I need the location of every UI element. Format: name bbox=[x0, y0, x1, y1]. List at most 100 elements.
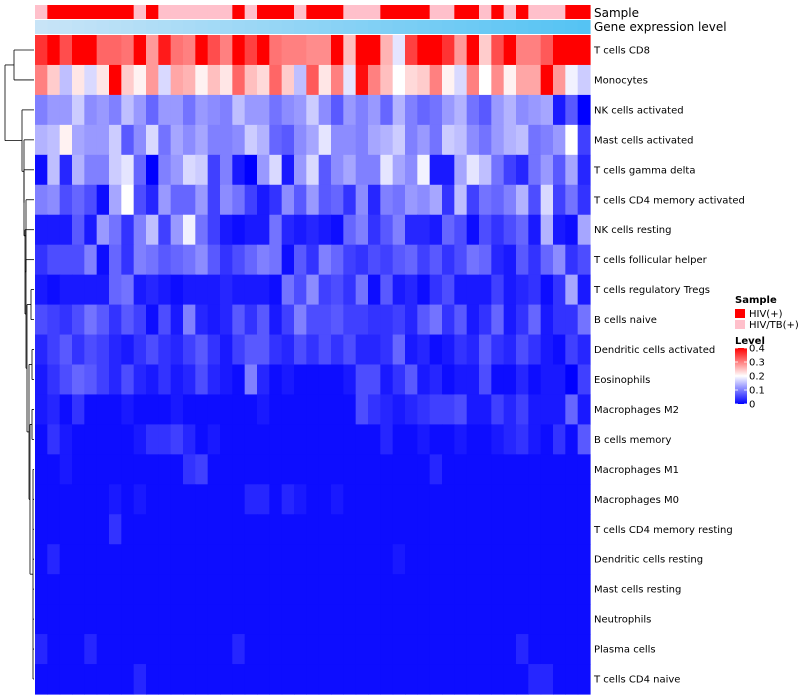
heatmap-cell bbox=[528, 574, 542, 605]
expression-track-cell bbox=[281, 20, 295, 34]
heatmap-cell bbox=[220, 664, 233, 695]
heatmap-cell bbox=[47, 664, 61, 695]
heatmap-cell bbox=[207, 364, 221, 396]
heatmap-cell bbox=[170, 364, 184, 396]
heatmap-cell bbox=[491, 544, 505, 575]
heatmap-cell bbox=[244, 634, 258, 665]
level-tick-label: 0.1 bbox=[749, 386, 765, 397]
heatmap-cell bbox=[454, 364, 468, 396]
heatmap-cell bbox=[59, 94, 73, 126]
heatmap-cell bbox=[503, 154, 517, 186]
heatmap-cell bbox=[158, 64, 172, 96]
heatmap-cell bbox=[269, 154, 283, 186]
heatmap-cell bbox=[269, 94, 283, 126]
heatmap-cell bbox=[405, 424, 418, 455]
heatmap-cell bbox=[577, 364, 591, 396]
heatmap-cell bbox=[429, 274, 443, 306]
heatmap-cell bbox=[195, 154, 209, 186]
heatmap-cell bbox=[503, 514, 517, 545]
heatmap-cell bbox=[146, 634, 159, 665]
heatmap-cell bbox=[405, 574, 418, 605]
heatmap-cell bbox=[121, 454, 135, 485]
heatmap-cell bbox=[417, 334, 431, 366]
heatmap-cell bbox=[429, 664, 443, 695]
heatmap-cell bbox=[442, 514, 455, 545]
heatmap-cell bbox=[257, 574, 270, 605]
heatmap-cell bbox=[331, 514, 344, 545]
heatmap-cell bbox=[331, 64, 344, 96]
heatmap-cell bbox=[405, 64, 418, 96]
heatmap-cell bbox=[244, 154, 258, 186]
heatmap-cell bbox=[84, 64, 98, 96]
heatmap-cell bbox=[516, 244, 529, 276]
level-tick-label: 0.2 bbox=[749, 372, 765, 383]
heatmap-cell bbox=[417, 484, 431, 515]
heatmap-cell bbox=[565, 64, 579, 96]
heatmap-cell bbox=[565, 514, 579, 545]
sample-track-cell bbox=[528, 5, 542, 19]
heatmap-cell bbox=[442, 424, 455, 455]
heatmap-cell bbox=[269, 334, 283, 366]
heatmap-cell bbox=[306, 604, 320, 635]
heatmap-cell bbox=[479, 574, 492, 605]
heatmap-cell bbox=[553, 604, 566, 635]
heatmap-cell bbox=[35, 424, 48, 455]
heatmap-cell bbox=[84, 574, 98, 605]
heatmap-cell bbox=[540, 274, 554, 306]
heatmap-cell bbox=[503, 664, 517, 695]
heatmap-cell bbox=[183, 664, 196, 695]
heatmap-cell bbox=[405, 394, 418, 425]
heatmap-cell bbox=[220, 184, 233, 216]
heatmap-cell bbox=[59, 214, 73, 246]
heatmap-cell bbox=[540, 64, 554, 96]
heatmap-cell bbox=[306, 244, 320, 276]
heatmap-cell bbox=[35, 244, 48, 276]
heatmap-cell bbox=[96, 484, 110, 515]
heatmap-cell bbox=[318, 184, 332, 216]
heatmap-cell bbox=[368, 574, 381, 605]
heatmap-cell bbox=[540, 94, 554, 126]
heatmap-cell bbox=[417, 94, 431, 126]
heatmap-cell bbox=[454, 334, 468, 366]
heatmap-cell bbox=[121, 334, 135, 366]
heatmap-cell bbox=[269, 604, 283, 635]
heatmap-cell bbox=[257, 154, 270, 186]
expression-track-cell bbox=[454, 20, 468, 34]
heatmap-cell bbox=[220, 514, 233, 545]
heatmap-cell bbox=[294, 394, 307, 425]
heatmap-cell bbox=[442, 214, 455, 246]
heatmap-cell bbox=[121, 574, 135, 605]
heatmap-cell bbox=[528, 604, 542, 635]
expression-track-cell bbox=[207, 20, 221, 34]
heatmap-cell bbox=[257, 514, 270, 545]
heatmap-cell bbox=[454, 544, 468, 575]
sample-track-cell bbox=[553, 5, 566, 19]
heatmap-cell bbox=[294, 634, 307, 665]
heatmap-cell bbox=[133, 64, 147, 96]
heatmap-cell bbox=[146, 364, 159, 396]
heatmap-cell bbox=[392, 454, 406, 485]
heatmap-cell bbox=[540, 424, 554, 455]
heatmap-cell bbox=[491, 304, 505, 336]
heatmap-cell bbox=[392, 334, 406, 366]
heatmap-cell bbox=[466, 124, 480, 156]
heatmap-cell bbox=[35, 304, 48, 336]
heatmap-cell bbox=[368, 664, 381, 695]
heatmap-cell bbox=[355, 574, 369, 605]
heatmap-cell bbox=[109, 604, 122, 635]
heatmap-cell bbox=[553, 364, 566, 396]
heatmap-cell bbox=[170, 244, 184, 276]
heatmap-cell bbox=[466, 304, 480, 336]
heatmap-cell bbox=[35, 604, 48, 635]
heatmap-cell bbox=[133, 35, 147, 66]
heatmap-cell bbox=[146, 484, 159, 515]
expression-track-cell bbox=[158, 20, 172, 34]
heatmap-cell bbox=[417, 454, 431, 485]
sample-track-cell bbox=[207, 5, 221, 19]
heatmap-cell bbox=[269, 364, 283, 396]
heatmap-cell bbox=[528, 214, 542, 246]
heatmap-cell bbox=[503, 94, 517, 126]
heatmap-cell bbox=[577, 304, 591, 336]
heatmap-cell bbox=[244, 574, 258, 605]
heatmap-cell bbox=[84, 334, 98, 366]
